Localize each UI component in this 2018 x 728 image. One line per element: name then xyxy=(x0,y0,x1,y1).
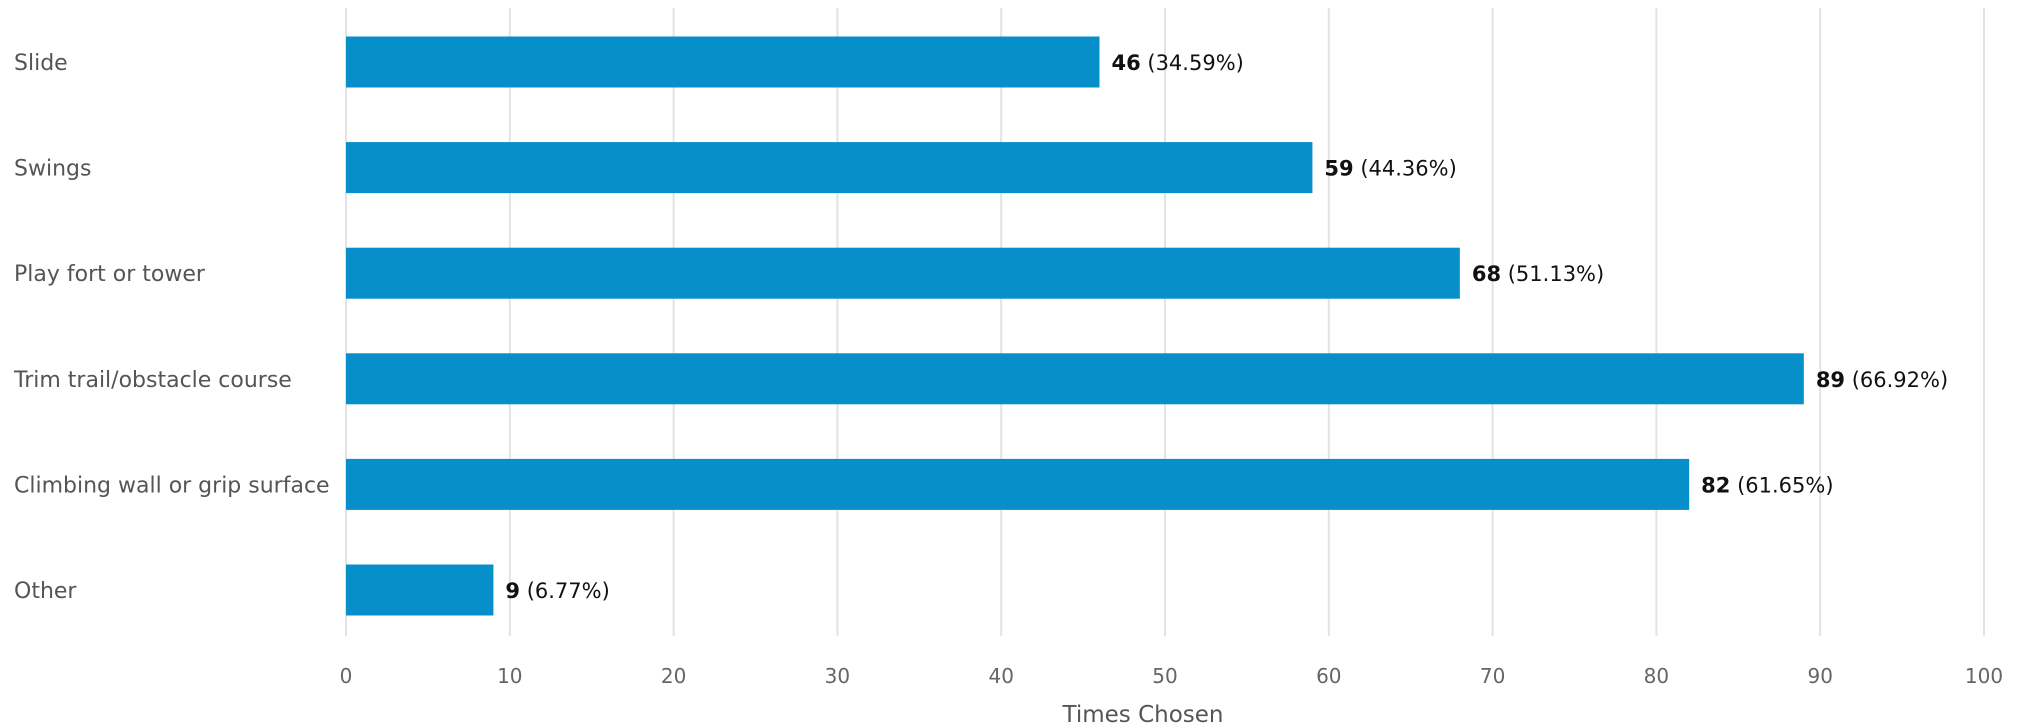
data-label: 89 (66.92%) xyxy=(1816,368,1948,392)
x-tick-label: 100 xyxy=(1965,664,2003,688)
x-axis-ticks: 0 10 20 30 40 50 60 70 80 90 100 xyxy=(340,664,2003,688)
x-axis-title: Times Chosen xyxy=(1062,702,1224,728)
bar xyxy=(346,142,1313,194)
data-label-count: 9 xyxy=(505,579,520,603)
data-label: 46 (34.59%) xyxy=(1111,51,1243,75)
category-label: Swings xyxy=(14,157,91,182)
x-tick-label: 20 xyxy=(661,664,686,688)
data-label-percent: (61.65%) xyxy=(1730,473,1833,497)
data-label-percent: (44.36%) xyxy=(1354,157,1457,181)
data-label: 68 (51.13%) xyxy=(1472,262,1604,286)
category-label: Play fort or tower xyxy=(14,262,206,287)
bar xyxy=(346,353,1804,405)
data-label-count: 59 xyxy=(1324,157,1353,181)
bars xyxy=(346,36,1804,616)
data-label: 9 (6.77%) xyxy=(505,579,609,603)
category-label: Trim trail/obstacle course xyxy=(13,368,292,393)
data-label: 59 (44.36%) xyxy=(1324,157,1456,181)
data-label-count: 89 xyxy=(1816,368,1845,392)
data-label-percent: (51.13%) xyxy=(1501,262,1604,286)
bar xyxy=(346,247,1460,299)
data-label-percent: (6.77%) xyxy=(520,579,610,603)
grid xyxy=(345,8,1985,636)
data-label-percent: (66.92%) xyxy=(1845,368,1948,392)
x-tick-label: 90 xyxy=(1807,664,1832,688)
bar xyxy=(346,36,1100,88)
category-labels: Slide Swings Play fort or tower Trim trail/… xyxy=(13,51,330,604)
x-tick-label: 80 xyxy=(1644,664,1669,688)
x-tick-label: 70 xyxy=(1480,664,1505,688)
data-label-count: 68 xyxy=(1472,262,1501,286)
data-labels: 46 (34.59%) 59 (44.36%) 68 (51.13%) 89 (66.… xyxy=(505,51,1948,603)
x-tick-label: 30 xyxy=(825,664,850,688)
category-label: Slide xyxy=(14,51,68,76)
x-tick-label: 60 xyxy=(1316,664,1341,688)
x-tick-label: 0 xyxy=(340,664,353,688)
x-tick-label: 50 xyxy=(1152,664,1177,688)
data-label-count: 46 xyxy=(1111,51,1140,75)
data-label: 82 (61.65%) xyxy=(1701,473,1833,497)
data-label-percent: (34.59%) xyxy=(1141,51,1244,75)
category-label: Climbing wall or grip surface xyxy=(14,473,330,498)
category-label: Other xyxy=(14,579,77,604)
bar xyxy=(346,458,1690,510)
x-tick-label: 40 xyxy=(988,664,1013,688)
data-label-count: 82 xyxy=(1701,473,1730,497)
x-tick-label: 10 xyxy=(497,664,522,688)
bar xyxy=(346,564,494,616)
